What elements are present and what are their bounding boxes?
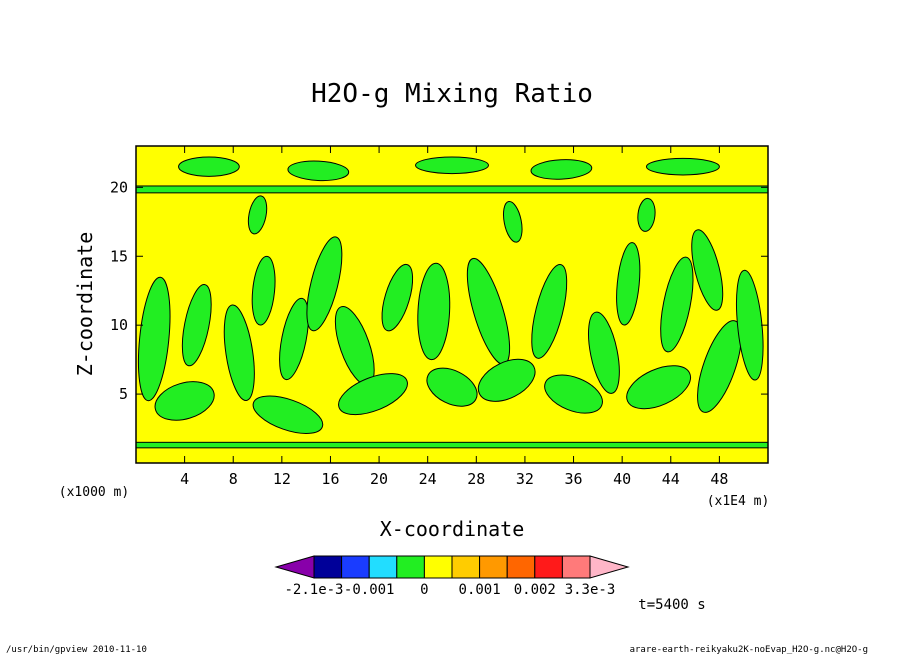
colorbar-swatch [396,555,425,579]
x-tick-label: 20 [370,470,388,488]
colorbar-swatch [561,555,591,579]
colorbar-swatch [341,555,370,579]
y-ticks: 5 10 15 20 [110,178,768,403]
contour-blob-19 [616,242,641,326]
contour-blob-2 [154,381,215,421]
colorbar-swatch [368,555,398,579]
x-tick-label: 48 [710,470,728,488]
x-tick-label: 44 [662,470,680,488]
colorbar-label: 0.002 [514,582,556,598]
contour-blob-15 [477,358,536,402]
x-unit-left: (x1000 m) [59,485,129,500]
colorbar-label: -0.001 [344,582,395,598]
contour-blob-17 [544,374,603,414]
x-tick-label: 36 [565,470,583,488]
contour-blob-30 [247,195,268,235]
x-tick-label: 4 [180,470,189,488]
contour-blob-26 [287,160,350,182]
footer-left: /usr/bin/gpview 2010-11-10 [6,645,147,654]
x-tick-label: 24 [419,470,437,488]
contour-blob-22 [691,229,724,311]
x-tick-label: 8 [229,470,238,488]
contour-blob-29 [645,157,720,176]
colorbar-labels: -2.1e-3 -0.001 0 0.001 0.002 3.3e-3 [284,582,615,598]
plot-frame [135,145,769,464]
y-tick-label: 10 [110,316,128,334]
y-tick-label: 20 [110,178,128,196]
colorbar-arrow-low [274,555,315,579]
x-tick-label: 32 [516,470,534,488]
y-tick-label: 15 [110,247,128,265]
x-tick-label: 16 [321,470,339,488]
footer-right: arare-earth-reikyaku2K-noEvap_H2O-g.nc@H… [630,645,868,654]
time-label: t=5400 s [638,597,705,613]
y-tick-label: 5 [119,385,128,403]
contour-blob-24 [735,269,764,381]
contour-blob-21 [660,256,694,353]
colorbar-swatch [534,555,563,579]
contour-blob-13 [426,367,478,407]
contour-blob-4 [223,304,255,401]
contour-blob-20 [626,365,692,410]
contour-blob-16 [531,263,568,359]
x-tick-label: 28 [467,470,485,488]
colorbar [274,555,630,579]
x-unit-right: (x1E4 m) [707,494,770,509]
contour-blob-5 [251,255,276,326]
colorbar-label: 3.3e-3 [565,582,616,598]
contour-blob-3 [181,284,212,367]
contour-blob-18 [588,311,620,394]
contour-blob-32 [637,197,656,232]
colorbar-label: 0.001 [459,582,501,598]
contour-band-1 [136,441,768,449]
contour-blob-8 [306,236,343,332]
colorbar-swatch [423,555,453,579]
contour-blob-25 [178,156,240,177]
x-ticks: 4 8 12 16 20 24 28 32 36 40 44 48 [180,146,728,488]
plot-background [136,146,768,463]
x-tick-label: 12 [273,470,291,488]
contour-blob-10 [338,373,408,416]
colorbar-label: 0 [420,582,428,598]
x-tick-label: 40 [613,470,631,488]
contour-blob-11 [381,263,414,332]
colorbar-swatch [479,555,508,579]
contour-blob-23 [697,320,742,413]
contour-band-2 [136,185,768,194]
colorbar-swatch [313,555,343,579]
colorbar-swatch [451,555,481,579]
y-axis-label: Z-coordinate [73,232,97,377]
contour-blob-6 [252,395,324,434]
contour-features [136,156,768,449]
colorbar-arrow-high [589,555,630,579]
contour-blob-27 [415,156,489,175]
x-axis-label: X-coordinate [380,517,525,541]
chart-title: H2O-g Mixing Ratio [311,79,593,109]
colorbar-label: -2.1e-3 [284,582,343,598]
contour-blob-31 [502,200,523,243]
contour-blob-7 [279,297,309,381]
contour-blob-28 [530,159,593,180]
colorbar-swatch [506,555,536,579]
contour-blob-1 [137,276,171,402]
contour-blob-12 [417,262,451,361]
